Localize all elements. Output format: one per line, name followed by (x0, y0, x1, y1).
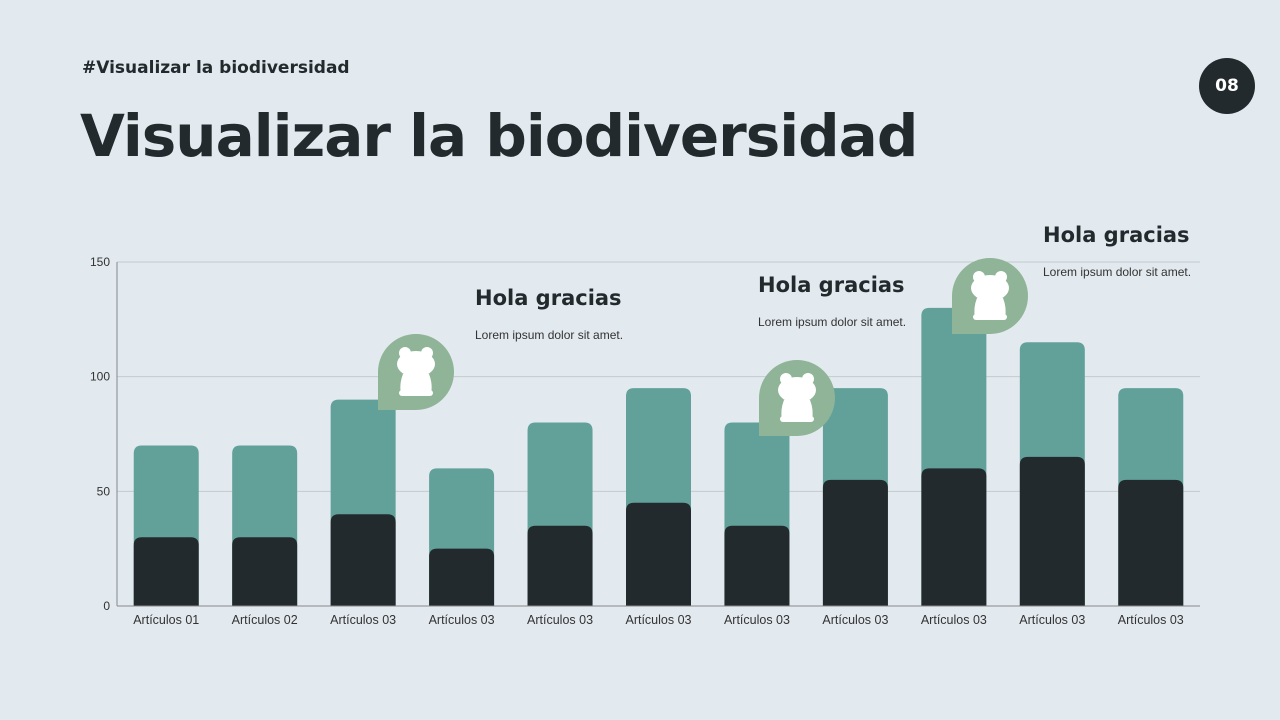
annotation-text: Lorem ipsum dolor sit amet. (475, 328, 624, 342)
y-tick-label: 50 (97, 484, 111, 498)
bar-dark (822, 479, 888, 606)
y-tick-label: 150 (90, 255, 110, 269)
annotation-title: Hola gracias (475, 286, 622, 310)
y-tick-label: 100 (90, 370, 110, 384)
bar-dark (133, 537, 199, 606)
annotation-title: Hola gracias (1043, 223, 1190, 247)
bar-dark (527, 525, 593, 606)
annotation-text: Lorem ipsum dolor sit amet. (1043, 265, 1192, 279)
x-tick-label: Artículos 03 (330, 613, 396, 627)
bar-dark (921, 468, 987, 606)
bar-dark (232, 537, 298, 606)
y-tick-label: 0 (103, 599, 110, 613)
annotation: Hola gracias Lorem ipsum dolor sit amet. (1043, 223, 1191, 279)
x-tick-label: Artículos 03 (1118, 613, 1184, 627)
x-tick-label: Artículos 03 (527, 613, 593, 627)
bar-dark (330, 514, 396, 606)
section-tag: #Visualizar la biodiversidad (82, 58, 350, 78)
annotation-text: Lorem ipsum dolor sit amet. (758, 315, 907, 329)
x-tick-label: Artículos 03 (625, 613, 691, 627)
x-tick-label: Artículos 03 (429, 613, 495, 627)
x-tick-label: Artículos 03 (1019, 613, 1085, 627)
bar-dark (1118, 479, 1184, 606)
annotation: Hola gracias Lorem ipsum dolor sit amet. (475, 286, 623, 342)
x-tick-label: Artículos 03 (724, 613, 790, 627)
bar-dark (626, 502, 691, 606)
annotation: Hola gracias Lorem ipsum dolor sit amet. (758, 273, 906, 329)
x-tick-label: Artículos 03 (822, 613, 888, 627)
page-title: Visualizar la biodiversidad (80, 102, 918, 170)
page-number-badge: 08 (1199, 58, 1255, 114)
x-tick-label: Artículos 02 (232, 613, 298, 627)
frog-icon (952, 258, 1028, 334)
frog-icon (759, 360, 835, 436)
x-tick-label: Artículos 01 (133, 613, 199, 627)
x-tick-label: Artículos 03 (921, 613, 987, 627)
annotation-title: Hola gracias (758, 273, 905, 297)
frog-icon (378, 334, 454, 410)
bar-dark (429, 548, 495, 606)
bar-dark (724, 525, 790, 606)
bar-dark (1019, 456, 1085, 606)
